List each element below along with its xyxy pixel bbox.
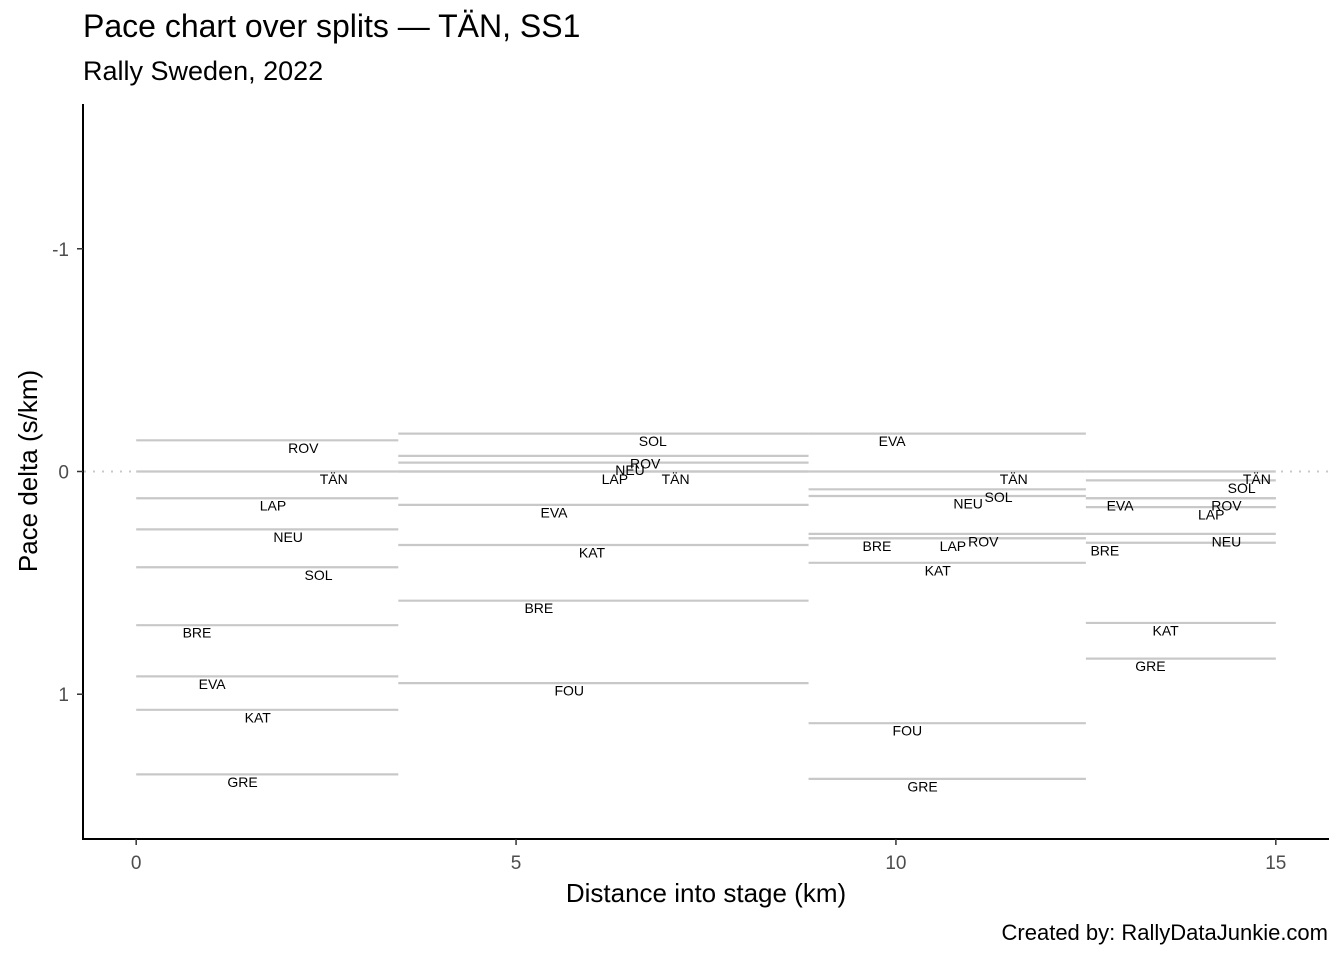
- driver-label-4-sol: SOL: [1228, 480, 1256, 496]
- x-axis-ticks: 0 5 10 15: [131, 839, 1286, 874]
- split-segments: [136, 432, 1276, 780]
- driver-label-1-eva: EVA: [199, 676, 227, 692]
- driver-label-3-kat: KAT: [925, 562, 952, 578]
- y-tick-label: -1: [52, 240, 69, 261]
- x-tick-label: 0: [131, 853, 142, 874]
- driver-label-1-gre: GRE: [227, 774, 257, 790]
- driver-label-2-kat: KAT: [579, 545, 606, 561]
- driver-label-1-lap: LAP: [260, 498, 286, 514]
- driver-label-2-fou: FOU: [554, 683, 584, 699]
- driver-label-3-fou: FOU: [893, 723, 923, 739]
- driver-label-3-lap: LAP: [940, 538, 966, 554]
- chart-subtitle: Rally Sweden, 2022: [83, 56, 324, 86]
- driver-label-1-sol: SOL: [305, 567, 333, 583]
- driver-label-4-kat: KAT: [1153, 622, 1180, 638]
- chart-caption: Created by: RallyDataJunkie.com: [1001, 920, 1328, 945]
- driver-label-2-eva: EVA: [541, 504, 569, 520]
- driver-label-1-kat: KAT: [245, 709, 272, 725]
- driver-label-1-tän: TÄN: [320, 471, 348, 487]
- driver-label-3-tän: TÄN: [1000, 471, 1028, 487]
- driver-label-1-neu: NEU: [273, 529, 303, 545]
- y-axis-title: Pace delta (s/km): [13, 370, 43, 572]
- x-tick-label: 15: [1265, 853, 1286, 874]
- x-tick-label: 5: [511, 853, 522, 874]
- driver-label-2-sol: SOL: [639, 433, 667, 449]
- driver-label-4-rov: ROV: [1211, 498, 1242, 514]
- driver-label-2-rov: ROV: [630, 455, 661, 471]
- x-tick-label: 10: [885, 853, 906, 874]
- driver-label-2-neu: NEU: [615, 462, 645, 478]
- driver-label-3-sol: SOL: [984, 489, 1012, 505]
- driver-label-3-rov: ROV: [968, 533, 999, 549]
- driver-label-3-gre: GRE: [907, 778, 937, 794]
- driver-label-1-rov: ROV: [288, 440, 319, 456]
- driver-label-4-tän: TÄN: [1243, 471, 1271, 487]
- driver-label-2-tän: TÄN: [662, 471, 690, 487]
- y-tick-label: 1: [58, 685, 69, 706]
- driver-label-4-neu: NEU: [1212, 533, 1242, 549]
- driver-label-4-eva: EVA: [1107, 498, 1135, 514]
- driver-label-3-neu: NEU: [953, 496, 983, 512]
- driver-label-3-eva: EVA: [879, 433, 907, 449]
- y-axis-ticks: -1 0 1: [52, 240, 83, 706]
- driver-label-2-lap: LAP: [602, 471, 628, 487]
- driver-label-4-gre: GRE: [1135, 658, 1165, 674]
- driver-label-1-bre: BRE: [183, 625, 212, 641]
- driver-label-4-bre: BRE: [1090, 542, 1119, 558]
- driver-label-4-lap: LAP: [1198, 507, 1224, 523]
- y-tick-label: 0: [58, 463, 69, 484]
- driver-label-3-bre: BRE: [863, 538, 892, 554]
- x-axis-title: Distance into stage (km): [566, 878, 846, 908]
- driver-label-2-bre: BRE: [524, 600, 553, 616]
- chart-title: Pace chart over splits — TÄN, SS1: [83, 8, 581, 44]
